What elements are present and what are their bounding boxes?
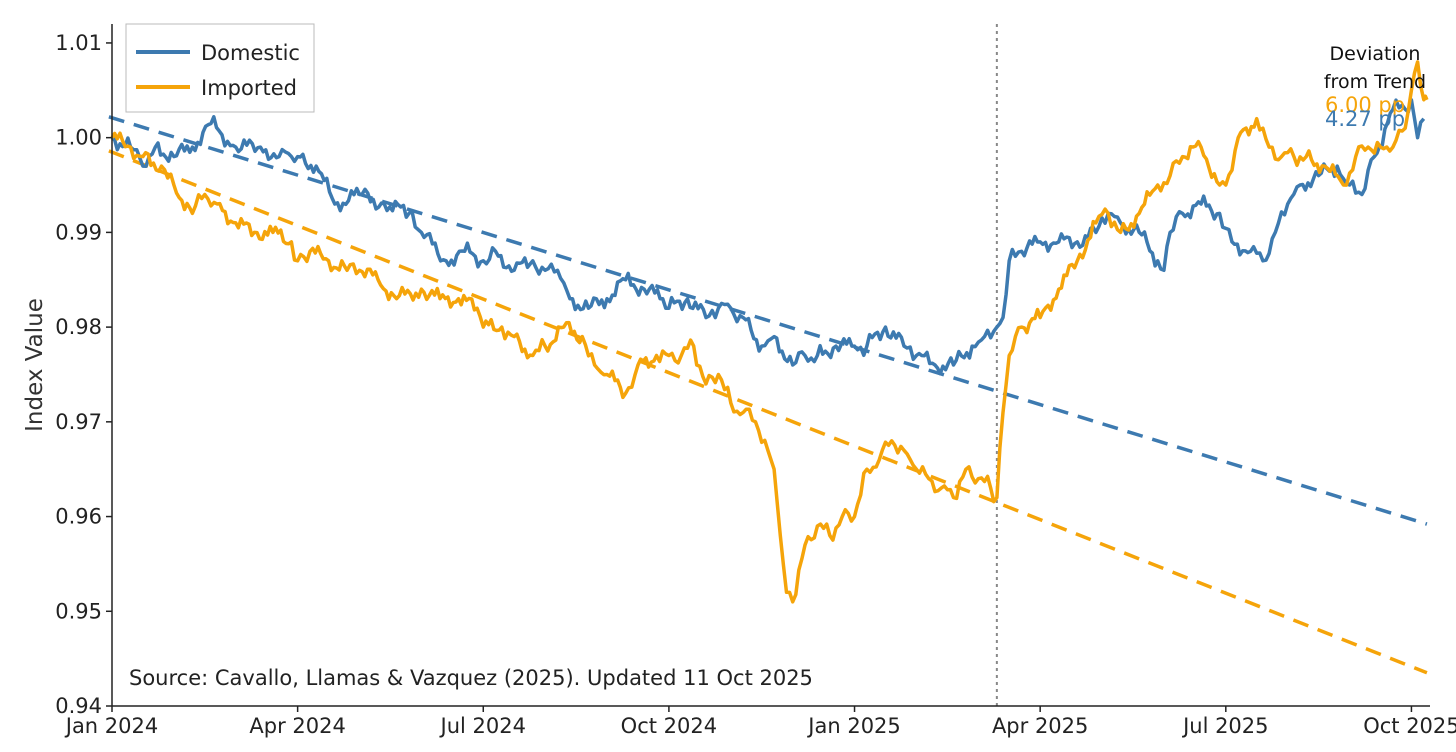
domestic-series-line bbox=[110, 98, 1426, 376]
deviation-title-line-1: Deviation bbox=[1330, 43, 1421, 65]
deviation-annotation: Deviation from Trend 6.00 pp 4.27 pp bbox=[1324, 43, 1426, 131]
trend-lines bbox=[108, 115, 1428, 675]
imported-deviation-value: 6.00 pp bbox=[1325, 93, 1405, 117]
y-tick-label: 0.96 bbox=[55, 505, 102, 529]
x-tick-label: Jan 2025 bbox=[806, 714, 901, 738]
y-tick-label: 1.00 bbox=[55, 126, 102, 150]
imported-series-line bbox=[110, 60, 1429, 604]
x-tick-label: Apr 2024 bbox=[249, 714, 345, 738]
legend: Domestic Imported bbox=[125, 23, 315, 113]
y-axis-ticks: 0.94 0.95 0.96 0.97 0.98 0.99 1.00 1.01 bbox=[55, 31, 112, 718]
imported-trend-line bbox=[108, 149, 1428, 675]
x-tick-label: Jan 2024 bbox=[64, 714, 159, 738]
y-axis-title: Index Value bbox=[22, 298, 48, 432]
x-axis-ticks: Jan 2024 Apr 2024 Jul 2024 Oct 2024 Jan 2025… bbox=[64, 706, 1456, 738]
y-tick-label: 1.01 bbox=[55, 31, 102, 55]
source-note: Source: Cavallo, Llamas & Vazquez (2025)… bbox=[129, 666, 813, 690]
x-tick-label: Jul 2025 bbox=[1181, 714, 1268, 738]
x-tick-label: Apr 2025 bbox=[992, 714, 1088, 738]
x-tick-label: Oct 2025 bbox=[1363, 714, 1456, 738]
y-tick-label: 0.94 bbox=[55, 694, 102, 718]
y-tick-label: 0.98 bbox=[55, 315, 102, 339]
x-tick-label: Oct 2024 bbox=[621, 714, 717, 738]
y-tick-label: 0.97 bbox=[55, 410, 102, 434]
x-tick-label: Jul 2024 bbox=[439, 714, 526, 738]
data-series bbox=[110, 60, 1429, 604]
legend-label-imported: Imported bbox=[201, 76, 297, 100]
domestic-trend-line bbox=[108, 115, 1428, 526]
legend-label-domestic: Domestic bbox=[201, 41, 300, 65]
deviation-title-line-2: from Trend bbox=[1324, 71, 1426, 93]
domestic-deviation-value: 4.27 pp bbox=[1325, 107, 1405, 131]
y-tick-label: 0.95 bbox=[55, 599, 102, 623]
y-tick-label: 0.99 bbox=[55, 220, 102, 244]
legend-box bbox=[125, 23, 315, 113]
